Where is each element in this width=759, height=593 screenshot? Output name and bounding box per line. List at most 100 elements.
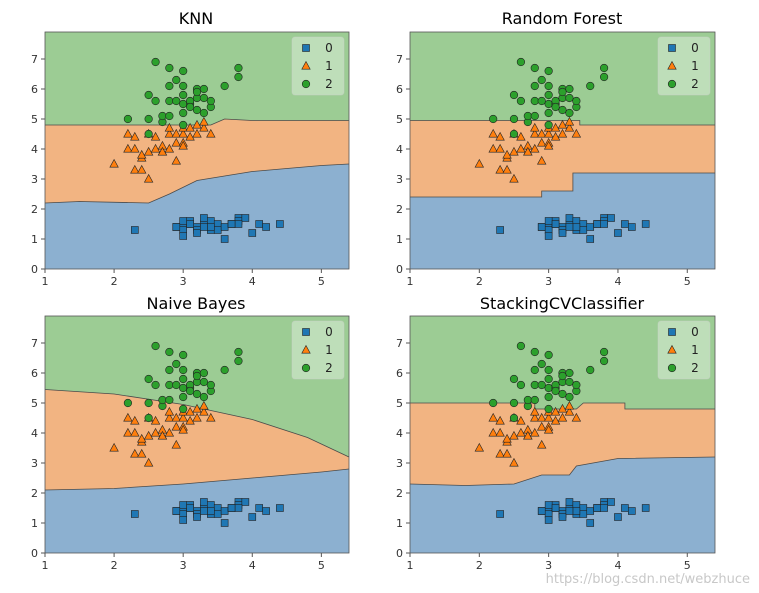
- point-class-0: [565, 214, 574, 222]
- point-class-1: [185, 131, 195, 141]
- y-tick-label: 3: [396, 173, 403, 186]
- point-class-1: [137, 448, 147, 458]
- boundary-line: [44, 468, 350, 491]
- point-class-1: [543, 140, 554, 150]
- point-class-0: [179, 217, 187, 225]
- point-class-2: [537, 359, 546, 369]
- point-class-2: [151, 341, 160, 351]
- legend-label: 0: [691, 41, 699, 55]
- point-class-0: [565, 498, 574, 506]
- chart-title: StackingCVClassifier: [480, 294, 645, 313]
- point-class-1: [109, 158, 119, 168]
- point-class-0: [586, 507, 595, 515]
- point-class-1: [557, 128, 568, 138]
- point-class-1: [530, 427, 540, 437]
- point-class-1: [536, 439, 547, 449]
- point-class-1: [495, 143, 505, 153]
- point-class-2: [199, 368, 209, 378]
- point-class-0: [586, 235, 595, 243]
- y-tick-label: 4: [31, 143, 38, 156]
- point-class-1: [536, 155, 547, 165]
- point-class-2: [144, 129, 153, 139]
- point-class-0: [193, 513, 201, 521]
- point-class-1: [137, 149, 147, 159]
- point-class-1: [157, 430, 168, 440]
- point-class-0: [213, 226, 222, 234]
- point-class-1: [509, 457, 519, 467]
- point-class-1: [523, 430, 533, 440]
- point-class-0: [565, 507, 574, 515]
- point-class-1: [164, 412, 175, 422]
- y-tick-label: 1: [31, 233, 38, 246]
- point-class-1: [536, 128, 547, 138]
- point-class-2: [179, 120, 188, 130]
- x-tick-label: 4: [249, 275, 256, 288]
- point-class-2: [199, 377, 209, 387]
- point-class-2: [123, 114, 133, 124]
- point-class-2: [544, 66, 553, 76]
- axes-frame: [409, 315, 716, 554]
- y-tick-label: 2: [31, 487, 38, 500]
- legend-marker-square: [668, 44, 676, 52]
- point-class-0: [200, 507, 208, 515]
- point-class-2: [179, 81, 188, 91]
- point-class-2: [565, 368, 574, 378]
- point-class-1: [199, 116, 209, 126]
- point-class-0: [220, 519, 229, 527]
- point-class-2: [565, 377, 574, 387]
- point-class-2: [544, 120, 553, 130]
- axes-frame: [409, 31, 716, 270]
- point-class-0: [614, 513, 622, 521]
- point-class-0: [248, 513, 257, 521]
- point-class-1: [530, 143, 540, 153]
- legend-box: [291, 36, 345, 96]
- point-class-1: [164, 122, 175, 132]
- point-class-0: [179, 516, 187, 524]
- point-class-0: [544, 217, 553, 225]
- point-class-1: [488, 412, 498, 422]
- point-class-2: [199, 392, 209, 402]
- point-class-1: [502, 433, 512, 443]
- point-class-0: [131, 510, 139, 518]
- point-class-0: [255, 504, 263, 512]
- point-class-1: [516, 415, 526, 425]
- point-class-2: [158, 111, 167, 121]
- point-class-2: [572, 380, 581, 390]
- point-class-1: [123, 143, 133, 153]
- legend-marker-triangle: [301, 344, 311, 354]
- point-class-0: [628, 223, 636, 231]
- point-class-2: [144, 413, 153, 423]
- point-class-1: [474, 158, 485, 168]
- point-class-1: [536, 412, 547, 422]
- point-class-2: [516, 96, 526, 106]
- point-class-1: [130, 164, 140, 174]
- point-class-1: [495, 415, 505, 425]
- point-class-2: [530, 365, 539, 375]
- point-class-1: [206, 128, 216, 138]
- point-class-2: [489, 398, 498, 408]
- y-tick-label: 1: [396, 517, 403, 530]
- point-class-2: [530, 111, 539, 121]
- point-class-2: [551, 102, 560, 112]
- point-class-1: [502, 164, 512, 174]
- point-class-0: [621, 504, 629, 512]
- point-class-1: [516, 427, 526, 437]
- point-class-1: [543, 424, 554, 434]
- point-class-1: [130, 427, 140, 437]
- point-class-0: [593, 504, 601, 512]
- point-class-1: [123, 128, 133, 138]
- legend-box: [657, 320, 711, 380]
- point-class-2: [544, 374, 553, 384]
- x-tick-label: 3: [180, 559, 187, 572]
- y-tick-label: 0: [31, 263, 38, 276]
- point-class-1: [143, 173, 154, 183]
- point-class-0: [248, 229, 257, 237]
- point-class-0: [186, 220, 194, 228]
- y-tick-label: 5: [396, 113, 403, 126]
- point-class-1: [157, 146, 168, 156]
- point-class-2: [179, 66, 188, 76]
- x-tick-label: 2: [476, 275, 483, 288]
